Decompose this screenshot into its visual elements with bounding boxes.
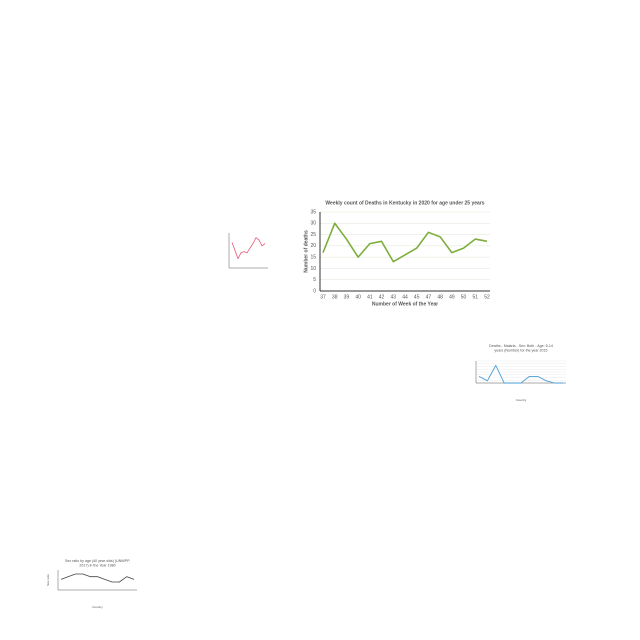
data-line (60, 573, 135, 583)
x-tick-label: 39 (344, 294, 350, 300)
y-tick-label: 25 (310, 232, 316, 238)
y-tick-label: 35 (310, 209, 316, 215)
x-tick-label: 44 (402, 294, 408, 300)
y-tick-label: 15 (310, 254, 316, 260)
x-axis-label: Number of Week of the Year (372, 301, 438, 307)
y-axis-label: Sex ratio (46, 574, 50, 586)
chart-title: Sex ratio by age (40 year olds) (UNWPP, 2… (65, 559, 130, 567)
y-tick-label: 10 (310, 266, 316, 272)
x-tick-label: 52 (484, 294, 490, 300)
x-axis-label: Country (516, 398, 527, 402)
x-tick-label: 40 (355, 294, 361, 300)
data-line (231, 237, 266, 260)
chart-title: Deaths - Malaria - Sex: Both - Age: 5-14… (489, 344, 553, 352)
x-tick-label: 43 (391, 294, 397, 300)
y-tick-label: 20 (310, 243, 316, 249)
x-tick-label: 45 (414, 294, 420, 300)
x-axis-label: Country (92, 605, 103, 609)
x-tick-label: 38 (332, 294, 338, 300)
x-tick-label: 47 (426, 294, 432, 300)
x-tick-label: 37 (320, 294, 326, 300)
y-tick-label: 0 (313, 288, 316, 294)
x-tick-label: 51 (473, 294, 479, 300)
data-line (478, 364, 563, 384)
x-tick-label: 42 (379, 294, 385, 300)
y-axis-label: Number of deaths (303, 230, 309, 273)
x-tick-label: 48 (437, 294, 443, 300)
chart-title: Weekly count of Deaths in Kentucky in 20… (325, 200, 484, 206)
x-tick-label: 41 (367, 294, 373, 300)
x-tick-label: 50 (461, 294, 467, 300)
data-line (322, 222, 488, 263)
x-tick-label: 49 (449, 294, 455, 300)
y-tick-label: 30 (310, 221, 316, 227)
y-tick-label: 5 (313, 277, 316, 283)
